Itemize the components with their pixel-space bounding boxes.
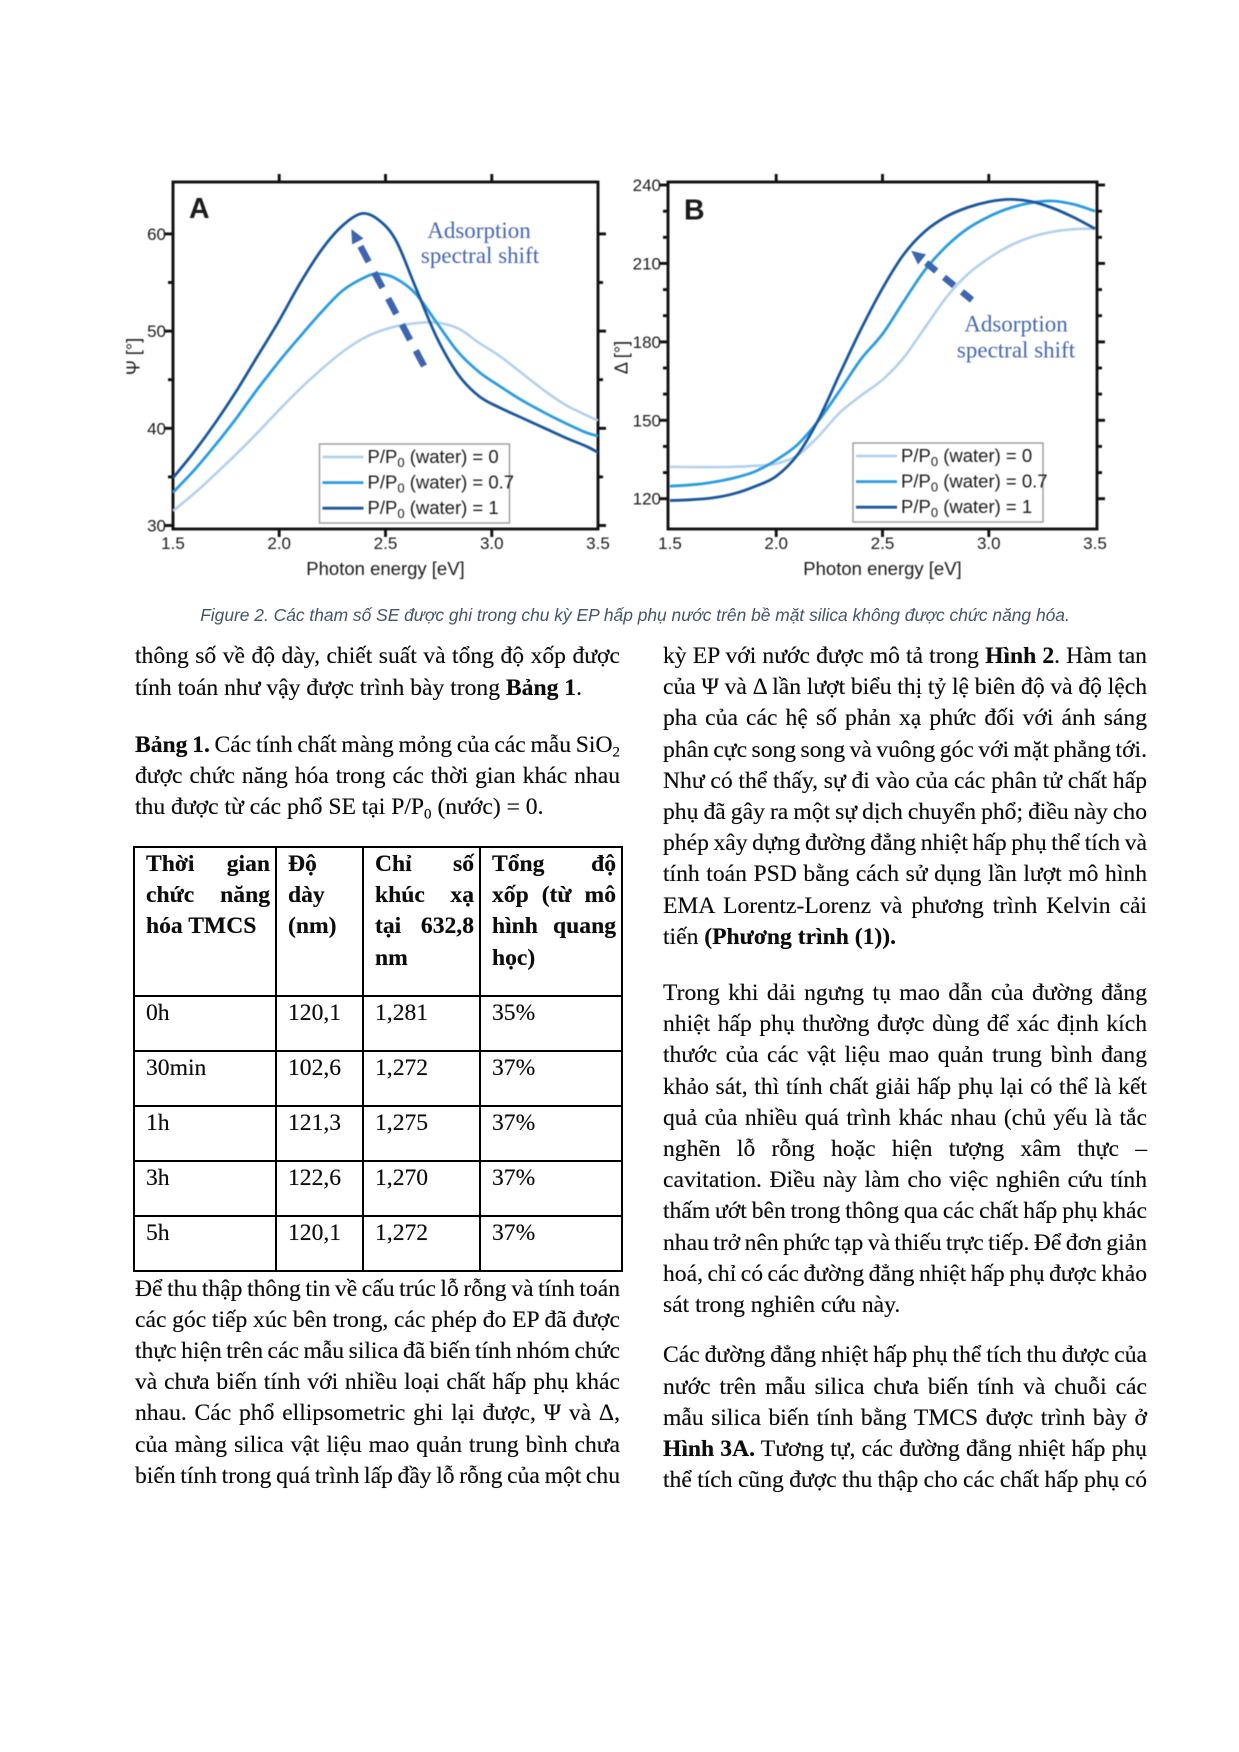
svg-text:Adsorption: Adsorption xyxy=(964,312,1068,337)
svg-text:P/P0 (water) = 1: P/P0 (water) = 1 xyxy=(901,496,1032,520)
svg-text:P/P0 (water) = 0: P/P0 (water) = 0 xyxy=(368,446,499,470)
svg-text:40: 40 xyxy=(147,419,166,438)
svg-text:150: 150 xyxy=(633,411,661,430)
svg-text:P/P0 (water) = 0: P/P0 (water) = 0 xyxy=(901,445,1032,469)
svg-text:Adsorption: Adsorption xyxy=(427,218,531,243)
svg-text:2.0: 2.0 xyxy=(267,534,291,553)
svg-text:Δ [°]: Δ [°] xyxy=(612,341,632,374)
svg-text:60: 60 xyxy=(147,225,166,244)
svg-text:210: 210 xyxy=(633,254,661,273)
svg-text:spectral shift: spectral shift xyxy=(957,338,1076,363)
svg-text:Photon energy [eV]: Photon energy [eV] xyxy=(306,558,464,579)
svg-text:Ψ [°]: Ψ [°] xyxy=(124,338,144,375)
svg-text:180: 180 xyxy=(633,333,661,352)
svg-text:3.0: 3.0 xyxy=(977,534,1001,553)
svg-text:P/P0 (water) = 0.7: P/P0 (water) = 0.7 xyxy=(901,471,1048,495)
svg-text:2.5: 2.5 xyxy=(374,534,398,553)
svg-text:1.5: 1.5 xyxy=(658,534,682,553)
svg-text:240: 240 xyxy=(633,176,661,195)
svg-text:50: 50 xyxy=(147,322,166,341)
svg-text:3.5: 3.5 xyxy=(1083,534,1107,553)
svg-text:3.0: 3.0 xyxy=(480,534,504,553)
svg-text:P/P0 (water) = 0.7: P/P0 (water) = 0.7 xyxy=(368,472,515,496)
svg-text:2.5: 2.5 xyxy=(871,534,895,553)
svg-text:P/P0 (water) = 1: P/P0 (water) = 1 xyxy=(368,497,499,521)
svg-text:A: A xyxy=(189,193,210,225)
svg-text:Photon energy [eV]: Photon energy [eV] xyxy=(803,558,961,579)
svg-text:30: 30 xyxy=(147,517,166,536)
svg-text:3.5: 3.5 xyxy=(586,534,610,553)
svg-text:spectral shift: spectral shift xyxy=(421,243,540,268)
svg-text:2.0: 2.0 xyxy=(764,534,788,553)
svg-text:B: B xyxy=(684,195,705,227)
svg-text:120: 120 xyxy=(633,490,661,509)
svg-text:1.5: 1.5 xyxy=(161,534,185,553)
